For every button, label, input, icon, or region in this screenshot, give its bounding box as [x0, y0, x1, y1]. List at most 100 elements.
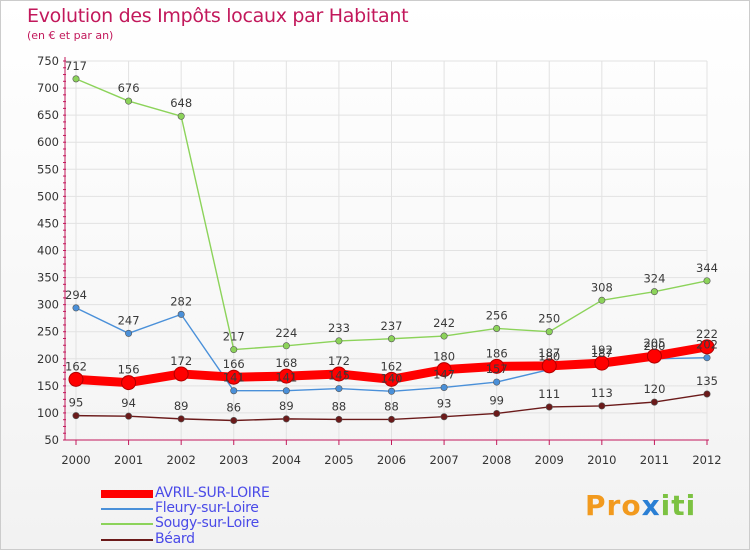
data-point-1-7 — [440, 383, 448, 391]
data-point-1-4 — [282, 387, 290, 395]
data-label-3-2: 89 — [174, 399, 189, 413]
data-label-3-1: 94 — [121, 396, 136, 410]
y-tick-label: 550 — [37, 162, 59, 176]
data-label-2-3: 217 — [223, 330, 245, 344]
legend-swatch-beard — [101, 539, 153, 541]
data-label-1-12: 202 — [696, 338, 718, 352]
data-point-0-8 — [489, 358, 505, 374]
data-label-0-3: 166 — [223, 357, 245, 371]
data-point-0-3 — [226, 369, 242, 385]
data-label-0-2: 172 — [170, 354, 192, 368]
data-point-3-1 — [125, 412, 133, 420]
data-point-3-5 — [335, 415, 343, 423]
data-label-1-9: 180 — [538, 350, 560, 364]
data-point-3-2 — [177, 415, 185, 423]
data-point-0-1 — [121, 375, 137, 391]
data-point-1-3 — [230, 387, 238, 395]
x-tick-label: 2006 — [377, 453, 406, 467]
data-label-0-9: 187 — [538, 346, 560, 360]
data-label-0-4: 168 — [275, 356, 297, 370]
x-tick-label: 2010 — [587, 453, 616, 467]
data-point-0-7 — [436, 362, 452, 378]
data-point-1-5 — [335, 385, 343, 393]
data-label-2-2: 648 — [170, 96, 192, 110]
data-label-0-6: 162 — [381, 359, 403, 373]
data-point-3-3 — [230, 417, 238, 425]
data-point-0-10 — [594, 355, 610, 371]
data-point-3-8 — [493, 409, 501, 417]
axis-layer: 50 100 150 200 250 300 350 400 450 500 550 600 650 70… — [37, 54, 722, 467]
y-tick-label: 600 — [37, 135, 59, 149]
data-label-1-1: 247 — [118, 313, 140, 327]
data-label-2-11: 324 — [643, 272, 665, 286]
data-label-0-7: 180 — [433, 350, 455, 364]
data-point-3-12 — [703, 390, 711, 398]
data-point-3-9 — [545, 403, 553, 411]
data-point-2-9 — [545, 328, 553, 336]
data-point-1-1 — [125, 329, 133, 337]
data-point-0-0 — [68, 371, 84, 387]
data-point-2-0 — [72, 75, 80, 83]
data-label-3-5: 88 — [332, 399, 347, 413]
data-point-2-12 — [703, 277, 711, 285]
data-point-2-4 — [282, 342, 290, 350]
data-label-2-8: 256 — [486, 308, 508, 322]
data-label-2-1: 676 — [118, 81, 140, 95]
data-label-3-0: 95 — [69, 396, 84, 410]
legend-swatch-fleury — [101, 508, 153, 510]
x-tick-label: 2009 — [535, 453, 564, 467]
data-point-0-6 — [384, 371, 399, 387]
data-label-0-5: 172 — [328, 354, 350, 368]
data-label-2-9: 250 — [538, 312, 560, 326]
data-point-0-4 — [278, 368, 294, 384]
y-tick-label: 650 — [37, 108, 59, 122]
x-tick-label: 2004 — [272, 453, 301, 467]
legend-label-fleury: Fleury-sur-Loire — [155, 500, 259, 516]
data-label-1-6: 140 — [381, 371, 403, 385]
data-label-1-8: 157 — [486, 362, 508, 376]
data-label-2-10: 308 — [591, 280, 613, 294]
data-point-2-2 — [177, 112, 185, 120]
data-point-3-6 — [387, 415, 395, 423]
x-tick-label: 2011 — [640, 453, 669, 467]
x-tick-label: 2000 — [61, 453, 90, 467]
data-label-3-11: 120 — [643, 382, 665, 396]
legend-label-avril: AVRIL-SUR-LOIRE — [155, 485, 270, 501]
x-tick-label: 2012 — [692, 453, 721, 467]
y-tick-label: 250 — [37, 325, 59, 339]
logo-part-3: iti — [660, 489, 697, 522]
data-label-3-7: 93 — [437, 397, 452, 411]
y-tick-label: 150 — [37, 379, 59, 393]
y-tick-label: 400 — [37, 244, 59, 258]
x-tick-label: 2005 — [324, 453, 353, 467]
y-tick-label: 450 — [37, 216, 59, 230]
data-label-3-12: 135 — [696, 374, 718, 388]
data-label-1-7: 147 — [433, 367, 455, 381]
data-label-1-0: 294 — [65, 288, 87, 302]
data-point-3-4 — [282, 415, 290, 423]
data-label-2-5: 233 — [328, 321, 350, 335]
data-label-1-3: 141 — [223, 371, 245, 385]
data-point-0-2 — [173, 366, 189, 382]
data-label-2-6: 237 — [381, 319, 403, 333]
legend-label-beard: Béard — [155, 531, 195, 547]
data-label-1-5: 145 — [328, 369, 350, 383]
data-label-3-8: 99 — [489, 393, 504, 407]
data-label-1-11: 200 — [643, 339, 665, 353]
legend-swatch-avril — [101, 490, 153, 498]
data-point-3-0 — [72, 412, 80, 420]
data-point-2-3 — [230, 346, 238, 354]
chart-title: Evolution des Impôts locaux par Habitant — [27, 5, 409, 27]
data-point-1-6 — [387, 387, 395, 395]
data-label-3-3: 86 — [226, 401, 241, 415]
data-label-0-12: 222 — [696, 327, 718, 341]
data-point-0-9 — [541, 358, 557, 374]
data-point-1-8 — [493, 378, 501, 386]
data-label-3-4: 89 — [279, 399, 294, 413]
data-point-2-6 — [387, 335, 395, 343]
data-label-3-10: 113 — [591, 386, 613, 400]
data-point-0-11 — [646, 348, 662, 364]
logo-part-2: x — [641, 489, 661, 522]
data-label-0-0: 162 — [65, 359, 87, 373]
